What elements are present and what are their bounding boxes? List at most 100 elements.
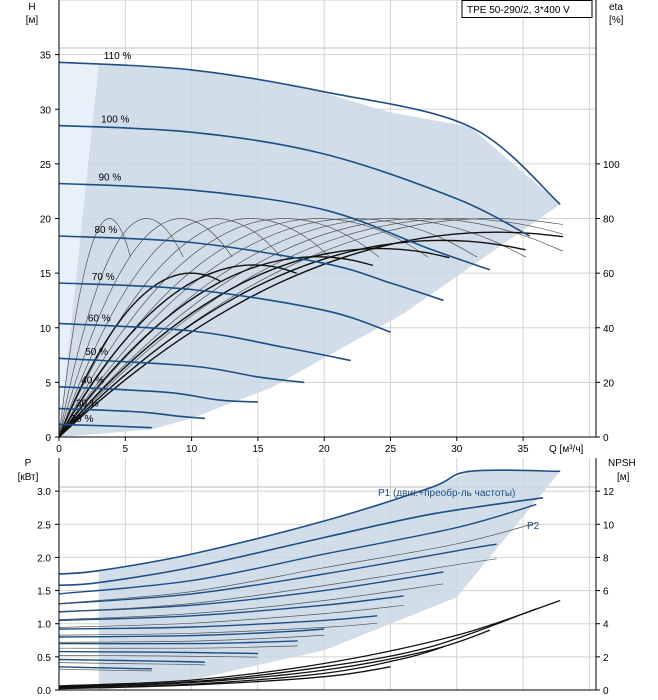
efficiency-curve [58,218,527,438]
efficiency-curve-bold [58,231,563,438]
efficiency-curve-bold [58,256,374,438]
speed-curve-label: 50 % [85,347,108,358]
eta-tick-label: 80 [603,215,615,226]
speed-curve [58,407,205,420]
h-axis-unit: [м] [26,15,39,26]
h-tick-label: 20 [40,215,52,226]
power-curve-thin [58,645,298,649]
pump-name-box [461,0,593,18]
npsh-tick-label: 0 [603,686,609,697]
power-npsh-chart: 0.0 0.5 1.0 1.5 2.0 2.5 3.0 0 2 4 6 8 10 12 P [кВт] NPSH… [18,458,636,697]
power-curve-thin [58,622,378,636]
eta-tick-label: 60 [603,269,615,280]
power-curve [58,615,378,630]
h-tick-label: 30 [40,105,52,116]
efficiency-curve-bold [58,239,526,438]
power-curve-thin [58,604,404,628]
eta-axis-title: eta [609,2,623,13]
h-tick-label: 0 [45,433,51,444]
eta-tick-label: 20 [603,378,615,389]
p2-max-curve [58,497,544,587]
speed-curve-label: 100 % [101,115,129,126]
h-tick-label: 25 [40,160,52,171]
power-curve [58,543,497,605]
h-axis-title: H [28,2,35,13]
q-tick-label: 5 [123,444,129,455]
power-curve [58,666,152,670]
efficiency-curve-bold [58,247,450,438]
power-curve [58,503,537,595]
operating-envelope [59,63,561,438]
speed-curve [58,322,351,362]
h-tick-label: 15 [40,269,52,280]
p-tick-label: 0.0 [37,686,51,697]
power-curve [58,628,325,638]
efficiency-curve [58,218,478,438]
npsh-tick-label: 4 [603,620,609,631]
power-curve [58,640,298,645]
h-tick-label: 35 [40,51,52,62]
speed-curve-label: 20 % [71,414,94,425]
q-tick-label: 10 [186,444,198,455]
efficiency-curve [58,218,564,438]
power-curve-thin [58,668,152,672]
npsh-axis-unit: [м] [617,472,630,483]
speed-curve [58,182,491,271]
p2-legend-label: P2 [527,521,540,532]
power-curve-thin [58,634,325,643]
speed-curve [58,235,444,302]
efficiency-curve [58,218,380,438]
h-tick-label: 5 [45,378,51,389]
p1-legend-label: P1 (двиг.+преобр-ль частоты) [378,487,515,499]
speed-curve [58,357,305,384]
q-tick-label: 0 [56,444,62,455]
eta-tick-label: 100 [603,160,620,171]
power-curve-thin [58,522,537,604]
efficiency-curve-bold [58,264,297,438]
speed-curve [58,282,391,333]
speed-curve-label: 70 % [92,272,115,283]
p-axis-title: P [25,458,32,469]
npsh-tick-label: 8 [603,553,609,564]
power-curve-thin [58,662,205,666]
efficiency-curve [58,218,184,438]
p1-max-curve [58,469,561,575]
efficiency-curve [58,218,233,438]
p-tick-label: 1.0 [37,620,51,631]
power-curve [58,650,258,655]
npsh-axis-title: NPSH [608,458,636,469]
npsh-tick-label: 2 [603,653,609,664]
speed-curve-label: 80 % [94,225,117,236]
head-chart: 110 % 100 % 90 % 80 % 70 % 60 % 50 % 40 % 30 % 20… [26,0,624,455]
eta-axis-unit: [%] [609,15,624,26]
power-curve-thin [58,583,444,620]
p-tick-label: 1.5 [37,587,51,598]
power-curve-thin [58,558,497,613]
eta-tick-label: 40 [603,324,615,335]
q-tick-label: 15 [252,444,264,455]
npsh-curve [58,666,391,690]
p-tick-label: 0.5 [37,653,51,664]
speed-curve [58,124,531,237]
p-tick-label: 2.5 [37,520,51,531]
efficiency-curve-bold [58,272,221,438]
efficiency-curve [58,218,331,438]
speed-curve-label: 60 % [88,313,111,324]
p-tick-label: 2.0 [37,553,51,564]
eta-tick-label: 0 [603,433,609,444]
q-tick-label: 30 [451,444,463,455]
pump-name-label: TPE 50-290/2, 3*400 V [467,5,570,16]
q-tick-label: 20 [319,444,331,455]
q-axis-title: Q [м³/ч] [549,444,584,455]
efficiency-curve [58,218,563,438]
npsh-tick-label: 10 [603,520,615,531]
speed-curve-label: 110 % [104,51,132,62]
power-curve [58,658,205,663]
speed-curve-label: 90 % [98,172,121,183]
min-flow-region [59,62,99,438]
speed-curve-label: 40 % [81,376,104,387]
npsh-curve [58,599,561,687]
h-tick-label: 10 [40,324,52,335]
speed-curve [58,61,561,205]
